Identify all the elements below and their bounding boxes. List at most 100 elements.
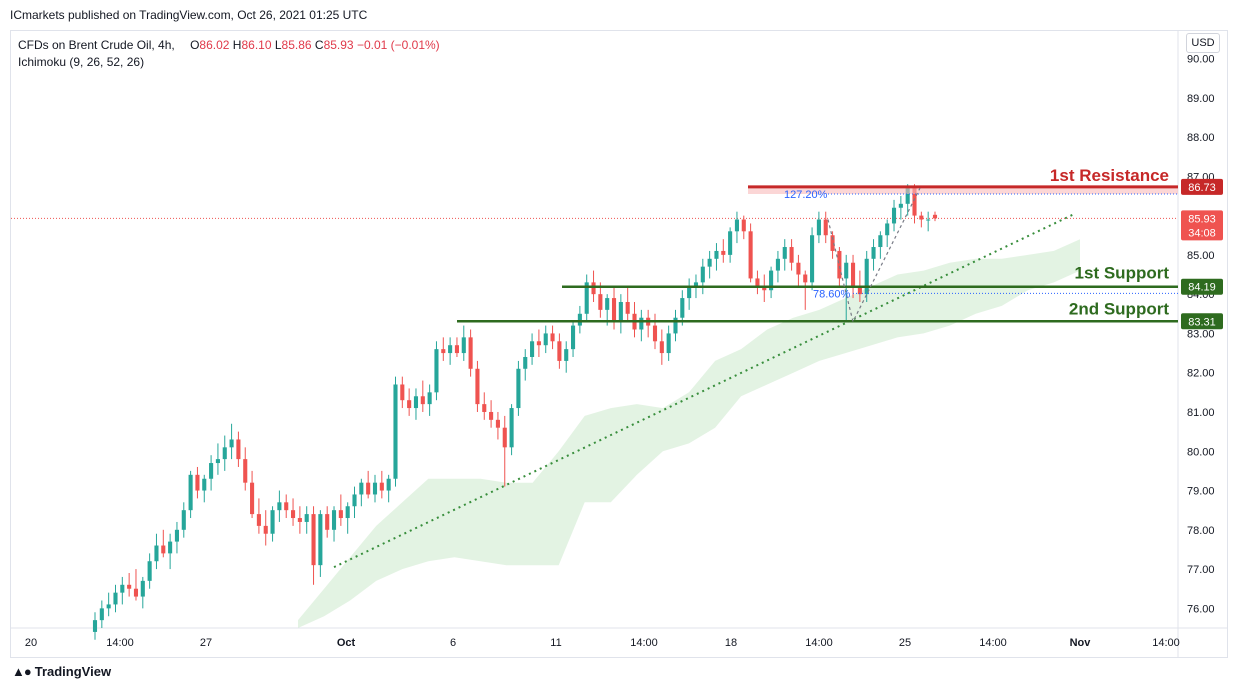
candle-body xyxy=(857,286,862,295)
x-tick-label: 18 xyxy=(725,637,737,649)
candle-body xyxy=(571,325,576,350)
candle-body xyxy=(837,250,842,279)
support1-label: 1st Support xyxy=(1075,264,1170,283)
candle-body xyxy=(120,584,125,593)
candle-body xyxy=(687,286,692,299)
x-tick-label: 14:00 xyxy=(805,637,833,649)
candle-body xyxy=(99,608,104,621)
candle-body xyxy=(195,474,200,491)
publish-line: ICmarkets published on TradingView.com, … xyxy=(10,8,368,22)
candle-body xyxy=(878,235,883,248)
fib-127-label: 127.20% xyxy=(784,189,828,201)
candle-body xyxy=(215,459,220,464)
candle-body xyxy=(523,356,528,369)
candle-body xyxy=(618,302,623,322)
candle-body xyxy=(372,482,378,495)
legend-change: −0.01 (−0.01%) xyxy=(356,38,440,52)
candle-body xyxy=(741,219,746,232)
candle-body xyxy=(680,298,685,318)
y-tick-label: 81.00 xyxy=(1187,407,1215,419)
candle-body xyxy=(755,278,760,287)
candle-body xyxy=(413,396,419,409)
x-tick-label: Oct xyxy=(337,637,356,649)
support2-price-tag-bg xyxy=(1181,313,1223,330)
legend-symbol[interactable]: CFDs on Brent Crude Oil, 4h, xyxy=(18,38,175,52)
candle-body xyxy=(461,337,466,354)
candle-body xyxy=(700,266,705,283)
candle-body xyxy=(564,349,569,361)
candle-body xyxy=(236,439,241,460)
legend-indicator[interactable]: Ichimoku (9, 26, 52, 26) xyxy=(18,55,145,69)
y-tick-label: 76.00 xyxy=(1187,603,1215,615)
candle-body xyxy=(407,400,412,409)
candle-body xyxy=(468,337,473,369)
candle-body xyxy=(598,294,603,310)
candle-body xyxy=(297,518,302,522)
candle-body xyxy=(331,510,337,530)
candle-body xyxy=(810,235,815,283)
candle-body xyxy=(844,262,849,279)
chart-legend: CFDs on Brent Crude Oil, 4h, O86.02 H86.… xyxy=(18,37,440,71)
candle-body xyxy=(550,333,555,342)
candle-body xyxy=(898,203,903,208)
x-tick-label: 27 xyxy=(200,637,212,649)
candle-body xyxy=(543,333,548,346)
candle-body xyxy=(591,282,596,295)
candle-body xyxy=(584,282,589,314)
candle-body xyxy=(625,302,630,314)
y-tick-label: 83.00 xyxy=(1187,328,1215,340)
candle-body xyxy=(106,604,111,609)
candle-body xyxy=(338,510,343,519)
ascending-trendline xyxy=(333,212,1076,569)
candle-body xyxy=(113,592,118,605)
candle-body xyxy=(864,258,869,295)
candle-body xyxy=(707,258,712,267)
candle-body xyxy=(926,219,931,221)
x-tick-label: 14:00 xyxy=(1152,637,1180,649)
currency-button[interactable]: USD xyxy=(1186,33,1220,53)
candle-body xyxy=(816,219,821,236)
candle-body xyxy=(489,411,494,420)
candle-body xyxy=(721,250,726,255)
y-tick-label: 89.00 xyxy=(1187,93,1215,105)
candle-body xyxy=(516,368,521,409)
last-price-tag: 85.93 xyxy=(1188,213,1216,225)
candle-body xyxy=(482,404,487,412)
tradingview-logo[interactable]: ▲● TradingView xyxy=(12,664,111,679)
candle-body xyxy=(291,510,296,519)
candle-body xyxy=(823,219,828,236)
candle-body xyxy=(318,514,323,566)
legend-low-value: 85.86 xyxy=(281,38,312,52)
y-tick-label: 88.00 xyxy=(1187,132,1215,144)
support2-price-tag: 83.31 xyxy=(1188,316,1216,328)
candle-body xyxy=(209,463,214,479)
y-tick-label: 80.00 xyxy=(1187,446,1215,458)
candle-body xyxy=(359,482,364,495)
legend-close-label: C xyxy=(314,38,324,52)
candle-body xyxy=(851,262,856,287)
x-tick-label: 14:00 xyxy=(106,637,134,649)
candle-body xyxy=(611,298,617,322)
candle-body xyxy=(557,341,562,361)
legend-open-label: O xyxy=(190,38,200,52)
candle-body xyxy=(714,250,719,259)
chart-frame xyxy=(10,30,1228,658)
candle-body xyxy=(796,262,801,275)
candle-body xyxy=(769,270,774,291)
candle-body xyxy=(181,510,186,530)
y-tick-label: 90.00 xyxy=(1187,53,1215,65)
candle-body xyxy=(133,588,139,597)
candle-body xyxy=(728,231,733,255)
candle-body xyxy=(830,235,835,251)
candle-body xyxy=(263,525,268,534)
candle-body xyxy=(229,439,234,448)
legend-open-value: 86.02 xyxy=(199,38,230,52)
candle-body xyxy=(188,474,193,511)
x-tick-label: 20 xyxy=(25,637,37,649)
candle-body xyxy=(748,231,753,279)
y-tick-label: 77.00 xyxy=(1187,564,1215,576)
candle-body xyxy=(284,502,289,511)
candle-body xyxy=(161,545,166,554)
candle-body xyxy=(693,282,699,287)
